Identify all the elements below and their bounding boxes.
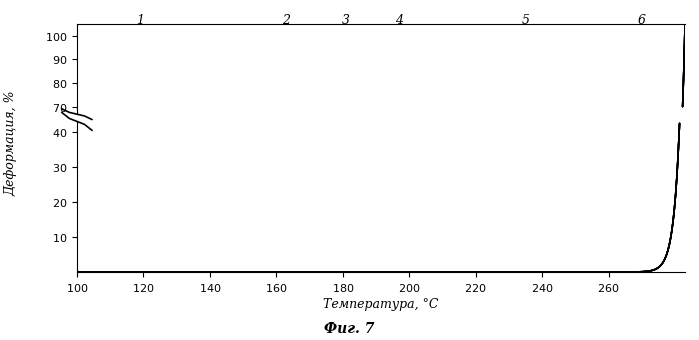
Text: 4: 4 <box>395 14 403 27</box>
Text: 5: 5 <box>521 14 530 27</box>
Text: 2: 2 <box>282 14 290 27</box>
X-axis label: Температура, °C: Температура, °C <box>323 298 439 311</box>
Text: 1: 1 <box>136 14 144 27</box>
Text: 3: 3 <box>342 14 350 27</box>
Text: Деформация, %: Деформация, % <box>4 90 17 196</box>
Text: 6: 6 <box>637 14 646 27</box>
Text: Фиг. 7: Фиг. 7 <box>324 322 375 336</box>
